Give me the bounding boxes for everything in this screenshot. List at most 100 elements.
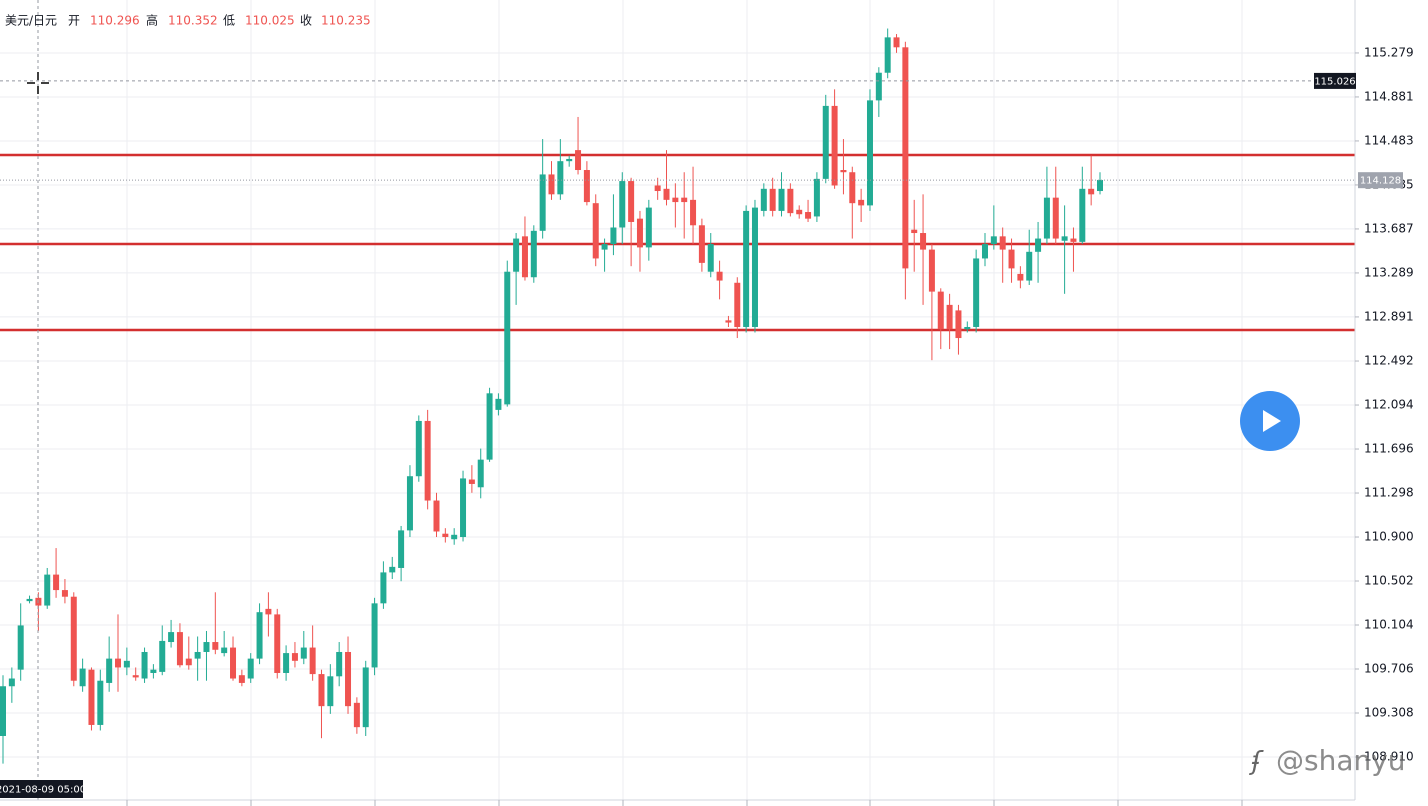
- candle-body: [97, 680, 104, 725]
- candle-body: [946, 304, 953, 330]
- candle-body: [530, 230, 537, 278]
- candle-body: [751, 207, 758, 327]
- y-tick-label: 111.298: [1364, 486, 1414, 500]
- candle-body: [115, 658, 122, 668]
- candle-body: [1088, 188, 1095, 195]
- candle-body: [557, 161, 564, 195]
- candle-body: [106, 658, 113, 683]
- time-axis-ticks: [126, 800, 1243, 806]
- candle-body: [256, 612, 263, 659]
- candle-body: [636, 218, 643, 248]
- candle-body: [141, 651, 148, 679]
- candle-body: [380, 572, 387, 604]
- candle-body: [884, 37, 891, 73]
- candle-body: [787, 188, 794, 214]
- candle-body: [592, 203, 599, 259]
- y-tick-label: 114.881: [1364, 89, 1414, 103]
- symbol: 美元/日元: [5, 14, 57, 28]
- candle-body: [460, 478, 467, 538]
- y-tick-label: 110.502: [1364, 574, 1414, 588]
- y-tick-label: 115.279: [1364, 45, 1414, 59]
- candle-body: [362, 667, 369, 728]
- candle-body: [389, 566, 396, 573]
- candle-body: [690, 199, 697, 226]
- candle-body: [716, 271, 723, 281]
- high-value: 110.352: [168, 14, 218, 28]
- candle-body: [291, 653, 298, 661]
- candle-body: [822, 105, 829, 179]
- candle-body: [1017, 273, 1024, 281]
- candle-body: [265, 608, 272, 615]
- candle-body: [44, 574, 51, 606]
- candle-body: [858, 199, 865, 206]
- candle-body: [1052, 197, 1059, 239]
- candle-body: [79, 668, 86, 687]
- candle-body: [70, 596, 77, 681]
- candle-body: [274, 614, 281, 673]
- candle-body: [575, 150, 582, 171]
- candle-body: [442, 533, 449, 538]
- candle-body: [928, 249, 935, 292]
- y-tick-label: 111.696: [1364, 442, 1414, 456]
- candle-body: [477, 459, 484, 488]
- candle-body: [345, 651, 352, 707]
- candle-body: [796, 209, 803, 215]
- y-tick-label: 109.706: [1364, 662, 1414, 676]
- candle-body: [398, 530, 405, 568]
- high-label: 高: [146, 13, 158, 28]
- candle-body: [238, 675, 245, 683]
- candle-body: [406, 476, 413, 531]
- candle-body: [17, 625, 24, 670]
- candle-body: [433, 500, 440, 532]
- low-value: 110.025: [245, 14, 295, 28]
- candle-body: [451, 534, 458, 540]
- candle-body: [203, 642, 210, 652]
- y-tick-label: 112.891: [1364, 309, 1414, 323]
- candle-body: [318, 674, 325, 707]
- candle-body: [964, 326, 971, 330]
- candle-body: [176, 632, 183, 666]
- candle-body: [1043, 197, 1050, 239]
- crosshair-cursor: [27, 72, 49, 94]
- candle-body: [283, 653, 290, 673]
- open-value: 110.296: [90, 14, 140, 28]
- candle-body: [424, 420, 431, 501]
- crosshair-price-label: 115.026: [1314, 76, 1355, 87]
- play-button[interactable]: [1240, 391, 1300, 451]
- close-label: 收: [300, 14, 312, 28]
- candle-body: [920, 233, 927, 250]
- candle-body: [230, 647, 237, 679]
- candle-body: [327, 676, 334, 707]
- candle-body: [778, 188, 785, 211]
- candle-body: [672, 197, 679, 203]
- crosshair-time-box: [0, 780, 83, 798]
- candle-body: [159, 640, 166, 672]
- candle-body: [813, 178, 820, 217]
- candle-body: [0, 686, 6, 736]
- candle-body: [849, 172, 856, 204]
- y-tick-label: 110.900: [1364, 530, 1414, 544]
- candle-body: [61, 590, 68, 597]
- candle-body: [53, 574, 60, 591]
- candle-body: [539, 174, 546, 231]
- candle-body: [221, 647, 228, 654]
- candle-body: [132, 675, 139, 678]
- watermark: ʄ @shanyu: [1249, 744, 1406, 777]
- open-label: 开: [68, 14, 80, 28]
- candle-body: [495, 398, 502, 410]
- candle-body: [566, 158, 573, 162]
- play-icon[interactable]: [1263, 410, 1281, 432]
- candle-body: [371, 603, 378, 668]
- candle-body: [628, 181, 635, 222]
- candle-body: [1008, 249, 1015, 269]
- y-tick-label: 109.308: [1364, 706, 1414, 720]
- y-tick-label: 113.289: [1364, 265, 1414, 279]
- candle-body: [1026, 251, 1033, 281]
- last-price-box: [1358, 172, 1403, 189]
- candle-body: [168, 632, 175, 643]
- candle-body: [353, 702, 360, 728]
- candle-body: [88, 669, 95, 725]
- candle-body: [521, 236, 528, 278]
- watermark-logo: ʄ: [1249, 747, 1264, 777]
